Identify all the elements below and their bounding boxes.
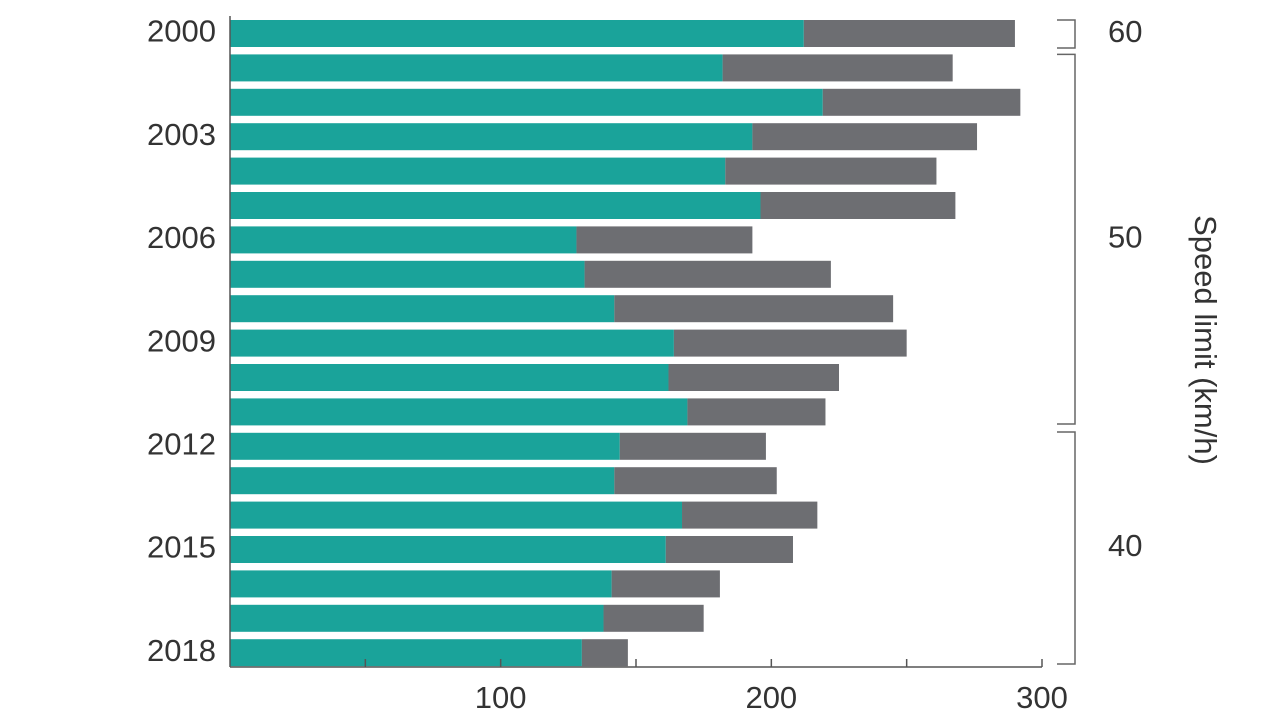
- x-tick-labels: 100 200 300: [475, 680, 1068, 715]
- y-tick-label-2012: 2012: [147, 426, 216, 461]
- bar-2016-segment-2: [611, 570, 720, 598]
- bar-2018-segment-1: [230, 639, 582, 667]
- axes: [229, 16, 1043, 668]
- bar-2017-segment-1: [230, 604, 604, 632]
- bar-2002-segment-2: [822, 88, 1021, 116]
- bars: [230, 20, 1021, 667]
- bar-2012-segment-1: [230, 432, 620, 460]
- bar-2010-segment-2: [668, 364, 839, 391]
- bar-2015-segment-1: [230, 536, 666, 563]
- bar-2008-segment-1: [230, 295, 615, 323]
- bar-2008-segment-2: [614, 295, 894, 323]
- bar-2006-segment-2: [576, 226, 753, 254]
- y-tick-label-2015: 2015: [147, 530, 216, 565]
- bar-2004-segment-2: [725, 157, 937, 185]
- y-tick-label-2000: 2000: [147, 14, 216, 49]
- x-tick-label-200: 200: [745, 680, 797, 715]
- y-tick-labels: 2000 2003 2006 2009 2012 2015 2018: [147, 14, 216, 668]
- bar-2011-segment-1: [230, 398, 688, 426]
- bar-2013-segment-2: [614, 467, 777, 495]
- bar-2015-segment-2: [665, 536, 793, 563]
- bracket-60: [1057, 19, 1076, 49]
- bar-2005-segment-2: [760, 192, 956, 219]
- bar-2007-segment-1: [230, 260, 585, 288]
- bar-2014-segment-2: [682, 501, 818, 529]
- bar-2004-segment-1: [230, 157, 726, 185]
- bracket-40: [1057, 431, 1076, 665]
- x-tick-label-100: 100: [475, 680, 527, 715]
- bar-2003-segment-2: [752, 123, 978, 151]
- speed-limit-label-50: 50: [1108, 219, 1142, 254]
- y-axis-label: Speed limit (km/h): [1188, 215, 1223, 465]
- bracket-50: [1057, 53, 1076, 425]
- bar-2007-segment-2: [584, 260, 831, 288]
- bar-2002-segment-1: [230, 88, 823, 116]
- bar-2013-segment-1: [230, 467, 615, 495]
- bar-2014-segment-1: [230, 501, 683, 529]
- bar-2016-segment-1: [230, 570, 612, 598]
- bar-2001-segment-1: [230, 54, 723, 82]
- bar-2000-segment-2: [803, 20, 1015, 47]
- bar-2003-segment-1: [230, 123, 753, 151]
- speed-limit-brackets: 60 50 40: [1057, 14, 1142, 665]
- speed-limit-label-40: 40: [1108, 528, 1142, 563]
- speed-limit-label-60: 60: [1108, 14, 1142, 49]
- bar-2005-segment-1: [230, 192, 761, 219]
- bar-2018-segment-2: [581, 639, 628, 667]
- y-tick-label-2003: 2003: [147, 117, 216, 152]
- bar-2012-segment-2: [619, 432, 766, 460]
- bar-2017-segment-2: [603, 604, 704, 632]
- bar-2009-segment-1: [230, 329, 674, 357]
- bar-2011-segment-2: [687, 398, 826, 426]
- x-tick-label-300: 300: [1016, 680, 1068, 715]
- bar-2010-segment-1: [230, 364, 669, 391]
- y-tick-label-2009: 2009: [147, 323, 216, 358]
- bar-2009-segment-2: [673, 329, 907, 357]
- y-tick-label-2006: 2006: [147, 220, 216, 255]
- y-tick-label-2018: 2018: [147, 633, 216, 668]
- bar-2006-segment-1: [230, 226, 577, 254]
- bar-2000-segment-1: [230, 20, 804, 47]
- bar-2001-segment-2: [722, 54, 953, 82]
